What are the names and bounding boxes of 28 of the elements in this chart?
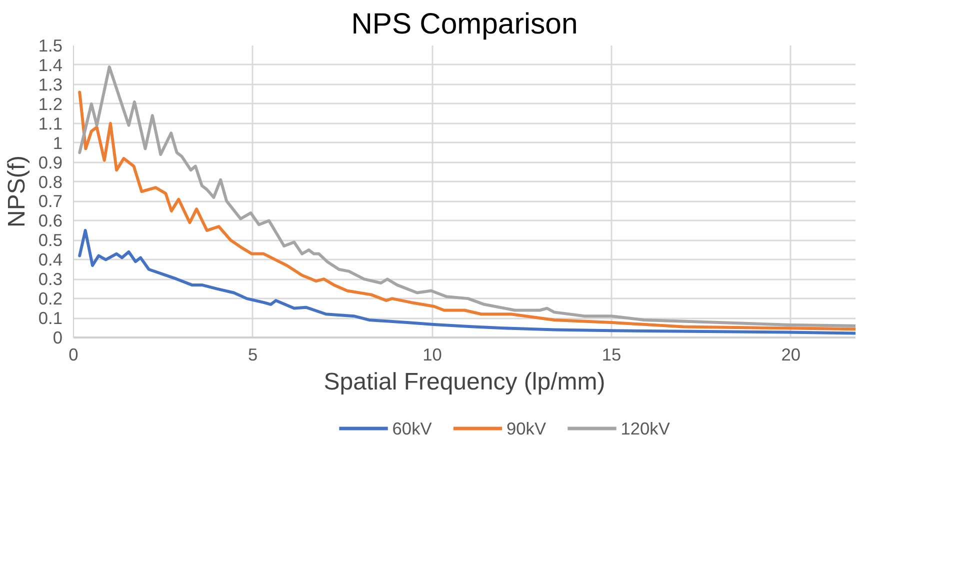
y-tick-label: 0 bbox=[52, 328, 63, 348]
y-tick-label: 0.7 bbox=[38, 191, 63, 212]
legend-label: 60kV bbox=[392, 418, 432, 438]
y-tick-label: 0.5 bbox=[38, 230, 63, 250]
chart-title: NPS Comparison bbox=[351, 8, 578, 40]
y-tick-label: 1.3 bbox=[38, 74, 63, 94]
y-tick-label: 0.9 bbox=[38, 152, 63, 172]
legend-label: 90kV bbox=[506, 418, 546, 438]
y-tick-label: 0.8 bbox=[38, 172, 63, 192]
y-tick-label: 0.4 bbox=[38, 250, 63, 270]
x-tick-label: 5 bbox=[248, 344, 258, 364]
y-tick-label: 1.5 bbox=[38, 36, 63, 56]
y-tick-label: 0.1 bbox=[38, 308, 63, 328]
y-tick-label: 1.4 bbox=[38, 54, 63, 75]
x-tick-label: 20 bbox=[781, 344, 801, 364]
y-tick-label: 0.2 bbox=[38, 288, 63, 309]
x-tick-label: 15 bbox=[602, 344, 622, 364]
y-tick-label: 0.6 bbox=[38, 210, 63, 231]
x-tick-label: 10 bbox=[422, 344, 442, 364]
y-tick-label: 0.3 bbox=[38, 269, 63, 290]
x-tick-label: 0 bbox=[68, 344, 78, 364]
y-tick-label: 1.2 bbox=[38, 94, 63, 114]
legend-label: 120kV bbox=[620, 418, 670, 438]
y-tick-label: 1.1 bbox=[38, 113, 63, 134]
line-series bbox=[78, 228, 856, 335]
y-axis-title: NPS(f) bbox=[3, 156, 30, 228]
y-tick-label: 1 bbox=[52, 132, 63, 153]
x-axis-title: Spatial Frequency (lp/mm) bbox=[324, 368, 606, 396]
